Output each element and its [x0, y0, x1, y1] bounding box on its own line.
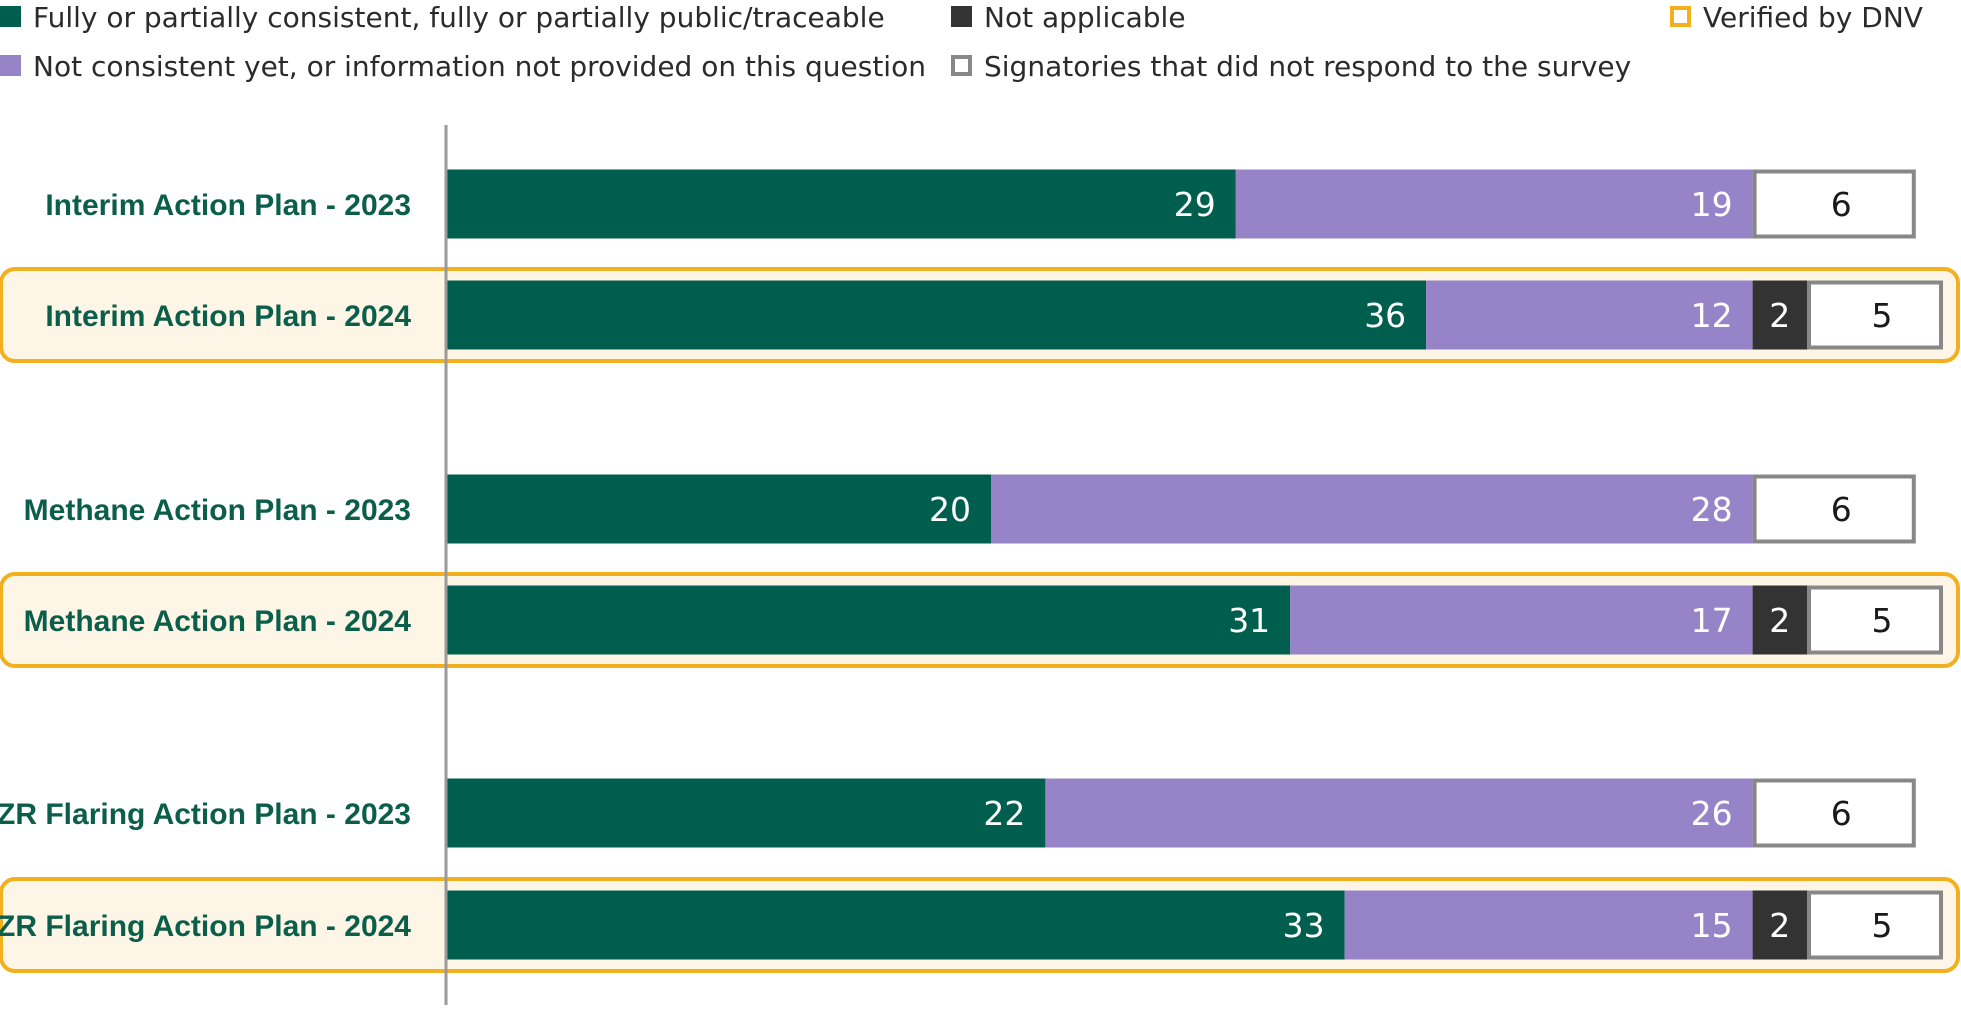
bar-value-label: 33 — [1283, 906, 1325, 945]
bar-value-label: 15 — [1691, 906, 1733, 945]
bar-segment — [1752, 890, 1807, 960]
bar-value-label: 31 — [1228, 601, 1270, 640]
bar-segment — [1752, 585, 1807, 655]
category-label: Interim Action Plan - 2023 — [45, 189, 411, 222]
bar-value-label: 26 — [1691, 794, 1733, 833]
bar-value-label: 12 — [1691, 296, 1733, 335]
legend-label: Not applicable — [984, 1, 1186, 34]
bar-value-label: 2 — [1769, 601, 1790, 640]
bar-segment — [1426, 280, 1753, 350]
legend-label: Signatories that did not respond to the … — [984, 50, 1631, 83]
bar-segment — [447, 778, 1046, 848]
category-label: Methane Action Plan - 2023 — [24, 494, 411, 527]
category-label: ZR Flaring Action Plan - 2023 — [0, 798, 411, 831]
legend-swatch — [0, 55, 21, 76]
legend-swatch — [0, 6, 21, 27]
legend-label: Fully or partially consistent, fully or … — [33, 1, 885, 34]
bar-segment — [447, 890, 1345, 960]
category-label: Methane Action Plan - 2024 — [24, 605, 412, 638]
bar-value-label: 22 — [983, 794, 1025, 833]
bar-segment — [447, 280, 1427, 350]
bar-value-label: 5 — [1872, 296, 1893, 335]
bar-segment — [1045, 778, 1753, 848]
bar-segment — [1752, 280, 1807, 350]
bar-segment — [1290, 585, 1753, 655]
bar-value-label: 29 — [1174, 185, 1216, 224]
bar-segment — [1752, 474, 1916, 544]
bar-value-label: 6 — [1831, 185, 1852, 224]
legend-swatch — [951, 55, 972, 76]
legend-label: Not consistent yet, or information not p… — [33, 50, 926, 83]
bar-value-label: 6 — [1831, 794, 1852, 833]
legend-swatch — [951, 6, 972, 27]
bar-segment — [447, 585, 1291, 655]
bar-segment — [447, 169, 1236, 239]
bar-segment — [1807, 890, 1943, 960]
bar-value-label: 2 — [1769, 906, 1790, 945]
bar-value-label: 36 — [1364, 296, 1406, 335]
bar-segment — [1344, 890, 1753, 960]
bar-segment — [1807, 280, 1943, 350]
legend-swatch — [1670, 6, 1691, 27]
category-label: Interim Action Plan - 2024 — [45, 300, 411, 333]
bar-value-label: 19 — [1691, 185, 1733, 224]
bar-segment — [1807, 585, 1943, 655]
bar-value-label: 28 — [1691, 490, 1733, 529]
bar-value-label: 20 — [929, 490, 971, 529]
bar-value-label: 5 — [1872, 906, 1893, 945]
legend-label: Verified by DNV — [1703, 1, 1923, 34]
bar-value-label: 2 — [1769, 296, 1790, 335]
bar-segment — [991, 474, 1753, 544]
bar-value-label: 17 — [1691, 601, 1733, 640]
bar-value-label: 6 — [1831, 490, 1852, 529]
bar-segment — [447, 474, 991, 544]
bar-segment — [1235, 169, 1753, 239]
category-label: ZR Flaring Action Plan - 2024 — [0, 910, 411, 943]
bar-segment — [1752, 169, 1916, 239]
bar-segment — [1752, 778, 1916, 848]
bar-value-label: 5 — [1872, 601, 1893, 640]
